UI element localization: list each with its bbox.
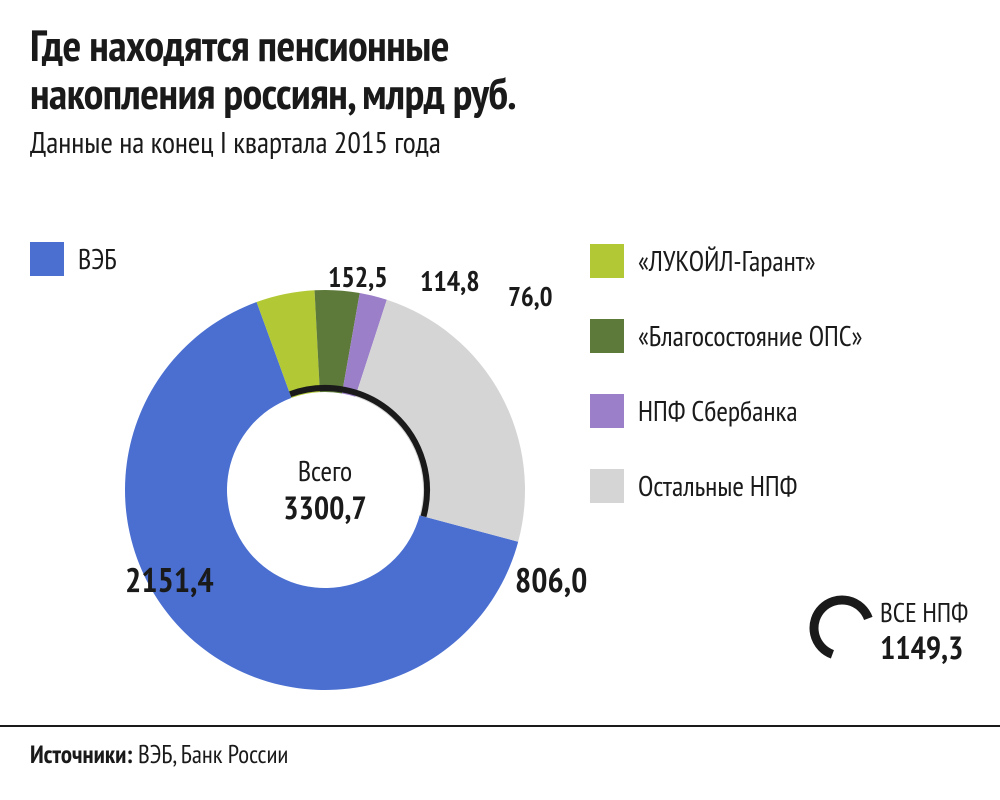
chart-subtitle: Данные на конец I квартала 2015 года <box>30 123 970 162</box>
slice-other <box>355 300 525 542</box>
legend-item: Остальные НПФ <box>590 467 862 504</box>
title-line2: накопления россиян, млрд руб. <box>30 65 516 122</box>
legend-swatch <box>590 244 624 278</box>
value-sber: 76,0 <box>508 280 553 314</box>
legend-label: Остальные НПФ <box>638 467 797 504</box>
value-blago: 114,8 <box>420 262 480 299</box>
legend-item: «ЛУКОЙЛ-Гарант» <box>590 242 862 279</box>
sources-text: ВЭБ, Банк России <box>133 738 289 770</box>
callout-arc-icon <box>802 588 882 668</box>
chart-area: ВЭБ Всего 3300,7 «ЛУКОЙЛ-Гарант» «Благосо… <box>30 180 970 700</box>
legend-swatch <box>590 394 624 428</box>
legend-swatch <box>30 242 64 276</box>
sources-prefix: Источники: <box>30 738 133 770</box>
value-veb: 2151,4 <box>125 558 214 602</box>
sources-line: Источники: ВЭБ, Банк России <box>30 738 288 770</box>
legend-right: «ЛУКОЙЛ-Гарант» «Благосостояние ОПС» НПФ С… <box>590 242 862 504</box>
legend-label: «ЛУКОЙЛ-Гарант» <box>638 242 816 279</box>
callout-value: 1149,3 <box>880 626 963 668</box>
legend-left: ВЭБ <box>30 240 117 277</box>
chart-title: Где находятся пенсионные накопления росс… <box>30 22 970 117</box>
center-total-label: Всего <box>283 454 366 488</box>
legend-item: ВЭБ <box>30 240 117 277</box>
legend-item: НПФ Сбербанка <box>590 392 862 429</box>
all-npf-callout <box>802 588 882 668</box>
callout-text: ВСЕ НПФ 1149,3 <box>880 598 968 666</box>
callout-label: ВСЕ НПФ <box>880 596 968 630</box>
center-total-value: 3300,7 <box>283 488 366 526</box>
center-label: Всего 3300,7 <box>283 454 366 526</box>
value-lukoil: 152,5 <box>328 258 388 295</box>
value-other: 806,0 <box>515 558 587 602</box>
legend-item: «Благосостояние ОПС» <box>590 317 862 354</box>
legend-label: «Благосостояние ОПС» <box>638 317 862 354</box>
legend-label: НПФ Сбербанка <box>638 392 798 429</box>
donut-chart: Всего 3300,7 <box>105 270 545 710</box>
legend-swatch <box>590 469 624 503</box>
divider-rule <box>0 725 1000 727</box>
legend-swatch <box>590 319 624 353</box>
